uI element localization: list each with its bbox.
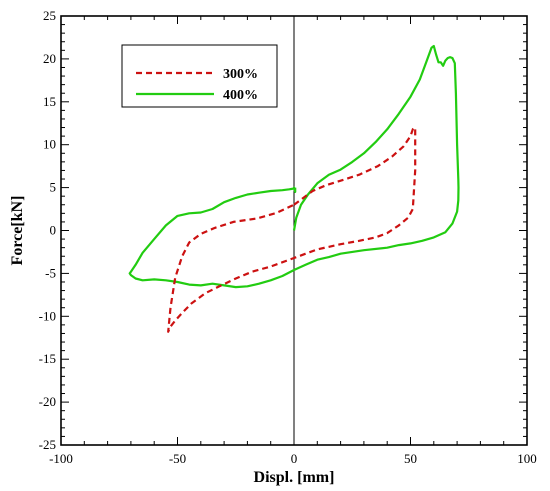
y-tick-label: 0: [50, 223, 57, 238]
x-tick-label: 100: [517, 451, 537, 466]
y-tick-label: -25: [39, 437, 56, 452]
x-axis-title: Displ. [mm]: [254, 469, 335, 486]
y-axis-title: Force[kN]: [9, 196, 26, 266]
legend-label-300: 300%: [223, 67, 258, 82]
legend-box: [121, 44, 278, 108]
y-tick-label: 5: [50, 180, 57, 195]
plot-frame: [60, 15, 528, 446]
y-tick-label: -20: [39, 394, 56, 409]
y-tick-label: 10: [43, 137, 56, 152]
x-tick-label: -100: [49, 451, 73, 466]
series-line-400: [128, 44, 460, 289]
x-tick-label: 50: [404, 451, 417, 466]
y-tick-label: 20: [43, 51, 56, 66]
y-tick-label: -15: [39, 351, 56, 366]
legend: 300% 400%: [121, 44, 278, 108]
y-tick-label: -5: [45, 265, 56, 280]
x-tick-label: 0: [291, 451, 298, 466]
legend-label-400: 400%: [223, 88, 258, 103]
y-tick-label: 15: [43, 94, 56, 109]
x-tick-label: -50: [169, 451, 186, 466]
series-layer: [128, 44, 460, 333]
y-tick-label: -10: [39, 308, 56, 323]
y-tick-label: 25: [43, 8, 56, 23]
series-line-300: [167, 126, 417, 333]
